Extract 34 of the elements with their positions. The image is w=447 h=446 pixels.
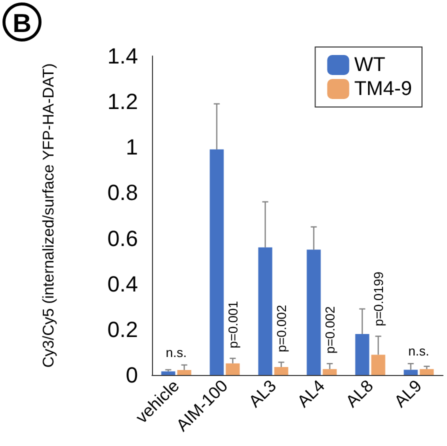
bar xyxy=(322,369,337,375)
x-tick-label: AL8 xyxy=(342,376,377,412)
y-tick-label: 0 xyxy=(126,362,138,388)
annotation: n.s. xyxy=(408,344,430,359)
bar xyxy=(177,370,192,375)
bar xyxy=(306,250,321,375)
annotation: n.s. xyxy=(166,344,187,360)
x-tick-label: AL9 xyxy=(390,376,426,412)
bar xyxy=(355,334,370,375)
y-tick-label: 0.8 xyxy=(107,180,138,206)
y-axis-title: Cy3/Cy5 (internalized/surface YFP-HA-DAT) xyxy=(40,63,58,368)
y-tick-label: 0.2 xyxy=(107,316,138,342)
bar xyxy=(420,369,434,375)
x-tick-label: AL4 xyxy=(294,376,328,412)
annotation: p=0.001 xyxy=(225,301,240,348)
annotation: p=0.002 xyxy=(322,306,338,354)
text: B xyxy=(12,8,32,38)
bar xyxy=(210,149,224,375)
y-tick-label: 0.6 xyxy=(107,226,138,251)
bar xyxy=(274,367,288,375)
bar xyxy=(226,363,240,375)
annotation: p=0.0199 xyxy=(370,272,386,326)
bar xyxy=(161,371,176,375)
bar xyxy=(258,247,272,375)
legend-label: WT xyxy=(354,54,386,76)
annotation: p=0.002 xyxy=(274,304,289,352)
y-tick-label: 1.2 xyxy=(107,89,138,114)
y-tick-label: 1 xyxy=(126,134,138,160)
y-tick-label: 0.4 xyxy=(107,271,138,296)
x-tick-label: AL3 xyxy=(245,376,280,412)
legend-label: TM4-9 xyxy=(354,78,412,100)
y-tick-label: 1.4 xyxy=(107,44,138,68)
bar xyxy=(371,354,386,375)
bar xyxy=(404,370,418,375)
